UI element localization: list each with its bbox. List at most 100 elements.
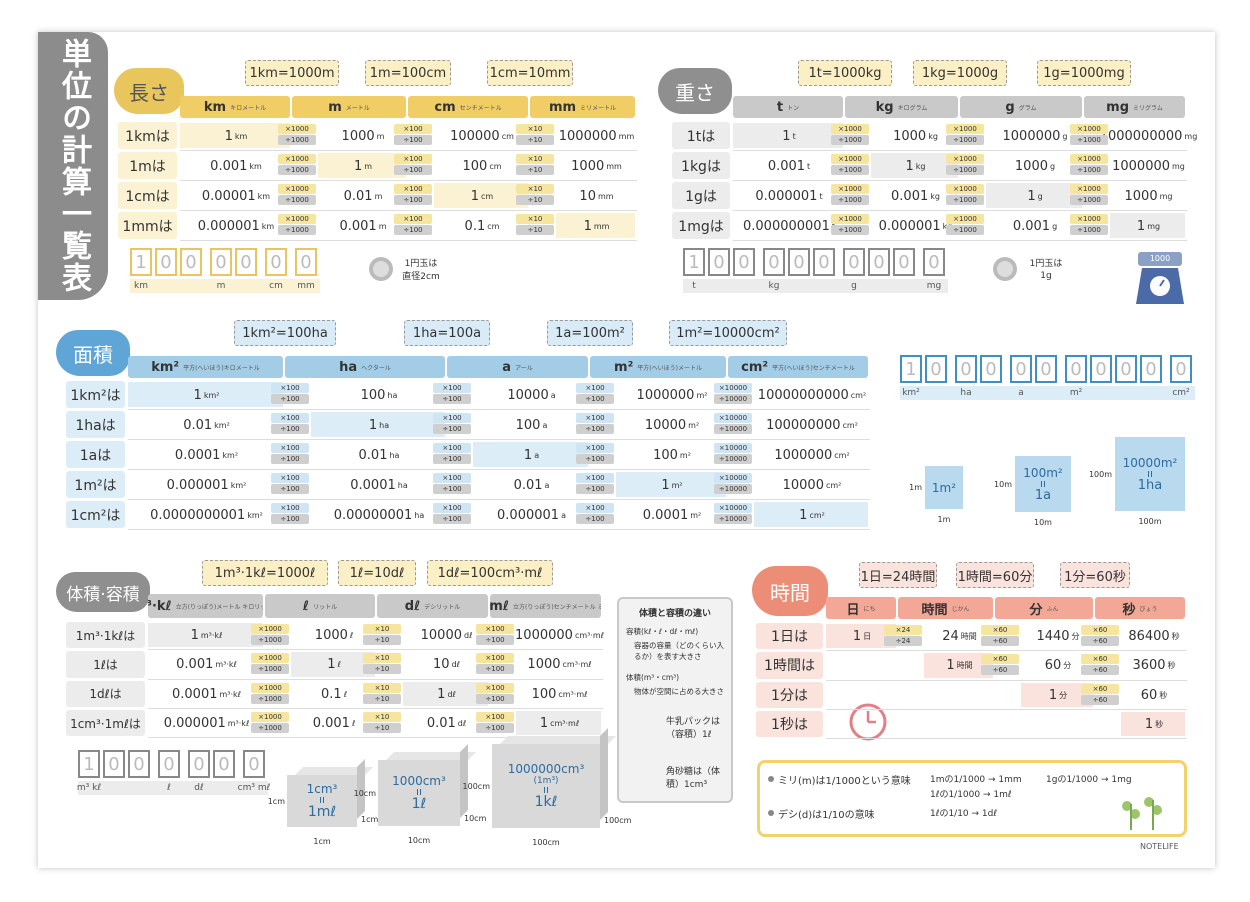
multiply-op: ×1000 — [831, 184, 869, 194]
digit-box: 0 — [813, 248, 835, 276]
coin-note-text: 1円玉は — [1029, 259, 1063, 269]
conversion-rule: 1ha=100a — [404, 320, 490, 346]
equals-mark — [544, 787, 548, 793]
cell-unit: t — [792, 131, 796, 141]
divide-op: ÷100 — [576, 514, 614, 524]
row-label: 1分は — [756, 681, 823, 708]
unit-symbol: cm² — [741, 359, 769, 375]
cell-number: 1 — [437, 686, 446, 702]
cell-unit: g — [1050, 161, 1056, 171]
cell-number: 10000 — [644, 417, 687, 433]
digit-box: 0 — [868, 248, 890, 276]
cell-value: 0.0000000001 km² — [128, 500, 285, 530]
cell-unit: mm — [597, 191, 614, 201]
cell-unit: km — [234, 131, 248, 141]
cube-front: 1000000cm³ (1m³) 1kℓ — [492, 744, 600, 828]
unit-reading: 立方(りっぽう)センチメートル ミリリットル — [512, 603, 601, 611]
cell-value: 1 km — [180, 121, 292, 151]
bullet — [768, 810, 774, 816]
unit-header: dℓ デシリットル — [377, 594, 488, 618]
cell-value: 1 dℓ — [403, 680, 490, 709]
divide-op: ÷10000 — [714, 454, 752, 464]
cell-value: 100000 cm — [434, 121, 530, 151]
multiply-op: ×1000 — [831, 214, 869, 224]
divide-op: ÷1000 — [831, 135, 869, 145]
cell-number: 10000 — [782, 477, 824, 493]
unit-symbol: mm — [548, 99, 577, 115]
row-separator — [128, 529, 870, 530]
cell-number: 1 — [782, 128, 791, 144]
multiply-op: ×10000 — [714, 503, 752, 513]
cell-number: 1 — [1136, 218, 1146, 234]
unit-symbol: 日 — [846, 602, 860, 618]
digit-box: 0 — [1035, 355, 1057, 383]
multiply-op: ×100 — [433, 473, 471, 483]
square-side: 1m — [937, 514, 951, 524]
divide-op: ÷100 — [271, 514, 309, 524]
multiply-op: ×1000 — [278, 214, 316, 224]
cell-unit: a — [550, 390, 556, 400]
cell-unit: km — [249, 161, 262, 171]
divide-op: ÷1000 — [278, 135, 316, 145]
cell-value: 1 cm³·mℓ — [516, 709, 603, 738]
divide-op: ÷100 — [394, 225, 432, 235]
row-label: 1km²は — [66, 381, 125, 408]
cell-value: 1000 kg — [871, 121, 960, 151]
cell-unit: dℓ — [457, 719, 467, 729]
row-separator — [826, 650, 1187, 652]
digit-label: cm³ mℓ — [237, 783, 271, 793]
digit-box: 0 — [155, 248, 177, 276]
cell-unit: m³·kℓ — [227, 719, 250, 729]
unit-header: g グラム — [960, 96, 1082, 118]
cell-number: 1000 — [1124, 188, 1158, 204]
row-separator — [733, 210, 1187, 211]
cube-volume: 1cm³ — [306, 782, 338, 796]
cell-value: 1000000 m² — [616, 380, 728, 410]
cell-number: 10 — [579, 188, 596, 204]
cell-unit: m² — [690, 510, 702, 520]
unit-symbol: dℓ — [404, 598, 421, 614]
digit-box: 0 — [955, 355, 977, 383]
cell-value: 1 m³·kℓ — [148, 621, 265, 650]
unit-symbol: m² — [614, 359, 634, 375]
cell-number: 0.1 — [464, 218, 486, 234]
unit-reading: ミリグラム — [1133, 104, 1163, 112]
unit-symbol: m³·kℓ — [148, 598, 172, 614]
row-label: 1haは — [66, 411, 125, 438]
square-equivalent: 1a — [1034, 487, 1052, 503]
unit-symbol: t — [776, 99, 784, 115]
multiply-op: ×1000 — [278, 184, 316, 194]
row-separator — [128, 499, 870, 500]
multiply-op: ×10 — [516, 124, 554, 134]
cell-number: 0.01 — [426, 716, 456, 732]
cell-number: 1000000 — [636, 387, 695, 403]
multiply-op: ×10000 — [714, 473, 752, 483]
digit-scale-bar — [900, 386, 1195, 400]
cell-value: 1 mm — [556, 211, 637, 241]
multiply-op: ×60 — [1081, 654, 1119, 665]
cell-unit: m — [364, 161, 373, 171]
unit-header: m² 平方(へいほう)メートル — [590, 356, 726, 378]
multiply-op: ×1000 — [831, 124, 869, 134]
digit-label: a — [1018, 388, 1024, 398]
digit-label: kg — [768, 281, 780, 291]
cube-side — [600, 728, 608, 820]
digit-box: 0 — [843, 248, 865, 276]
cell-unit: 時間 — [960, 632, 977, 642]
cell-number: 1 — [799, 507, 808, 523]
note-example: 1ℓの1/1000 → 1mℓ — [930, 790, 1012, 800]
row-separator — [148, 737, 603, 739]
bullet — [768, 776, 774, 782]
cell-value: 1000 cm³·mℓ — [516, 650, 603, 679]
area-square: 10000m² 1ha — [1114, 436, 1186, 512]
info-term: 容積(kℓ・ℓ・dℓ・mℓ) — [626, 627, 699, 636]
unit-reading: 平方(へいほう)メートル — [637, 364, 702, 372]
cell-unit: 秒 — [1159, 690, 1168, 700]
cell-number: 1 — [190, 628, 199, 644]
row-separator — [180, 150, 637, 151]
cell-value: 0.0001 ha — [311, 470, 447, 500]
cell-number: 0.0000000001 — [150, 507, 246, 523]
cell-unit: km² — [203, 390, 220, 400]
